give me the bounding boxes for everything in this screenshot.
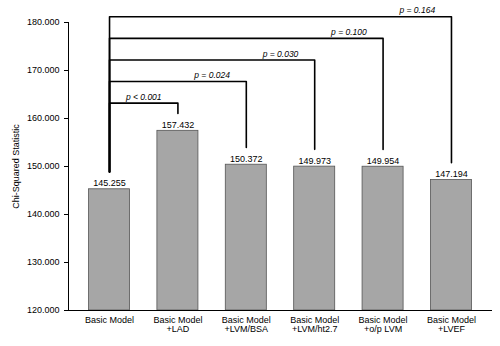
svg-text:120.000: 120.000 bbox=[27, 305, 60, 315]
svg-text:p = 0.164: p = 0.164 bbox=[398, 5, 435, 15]
svg-text:149.954: 149.954 bbox=[367, 156, 400, 166]
svg-text:180.000: 180.000 bbox=[27, 17, 60, 27]
svg-text:p = 0.100: p = 0.100 bbox=[330, 27, 367, 37]
svg-text:147.194: 147.194 bbox=[435, 169, 468, 179]
svg-text:Basic Model+o/p LVM: Basic Model+o/p LVM bbox=[359, 315, 408, 334]
svg-text:p = 0.030: p = 0.030 bbox=[262, 49, 299, 59]
svg-text:p = 0.024: p = 0.024 bbox=[193, 70, 230, 80]
svg-text:149.973: 149.973 bbox=[298, 156, 331, 166]
svg-text:Chi-Squared Statistic: Chi-Squared Statistic bbox=[11, 124, 21, 209]
svg-text:145.255: 145.255 bbox=[93, 178, 126, 188]
svg-text:130.000: 130.000 bbox=[27, 257, 60, 267]
svg-text:170.000: 170.000 bbox=[27, 65, 60, 75]
svg-text:p < 0.001: p < 0.001 bbox=[125, 92, 162, 102]
svg-text:Basic Model+LVM/ht2.7: Basic Model+LVM/ht2.7 bbox=[290, 315, 339, 334]
svg-text:Basic Model+LVEF: Basic Model+LVEF bbox=[427, 315, 476, 334]
svg-text:Basic Model: Basic Model bbox=[85, 315, 134, 325]
svg-text:150.372: 150.372 bbox=[230, 154, 263, 164]
svg-text:Basic Model+LVM/BSA: Basic Model+LVM/BSA bbox=[222, 315, 271, 334]
svg-text:157.432: 157.432 bbox=[162, 120, 195, 130]
svg-text:140.000: 140.000 bbox=[27, 209, 60, 219]
svg-text:Basic Model+LAD: Basic Model+LAD bbox=[153, 315, 202, 334]
svg-text:150.000: 150.000 bbox=[27, 161, 60, 171]
svg-text:160.000: 160.000 bbox=[27, 113, 60, 123]
